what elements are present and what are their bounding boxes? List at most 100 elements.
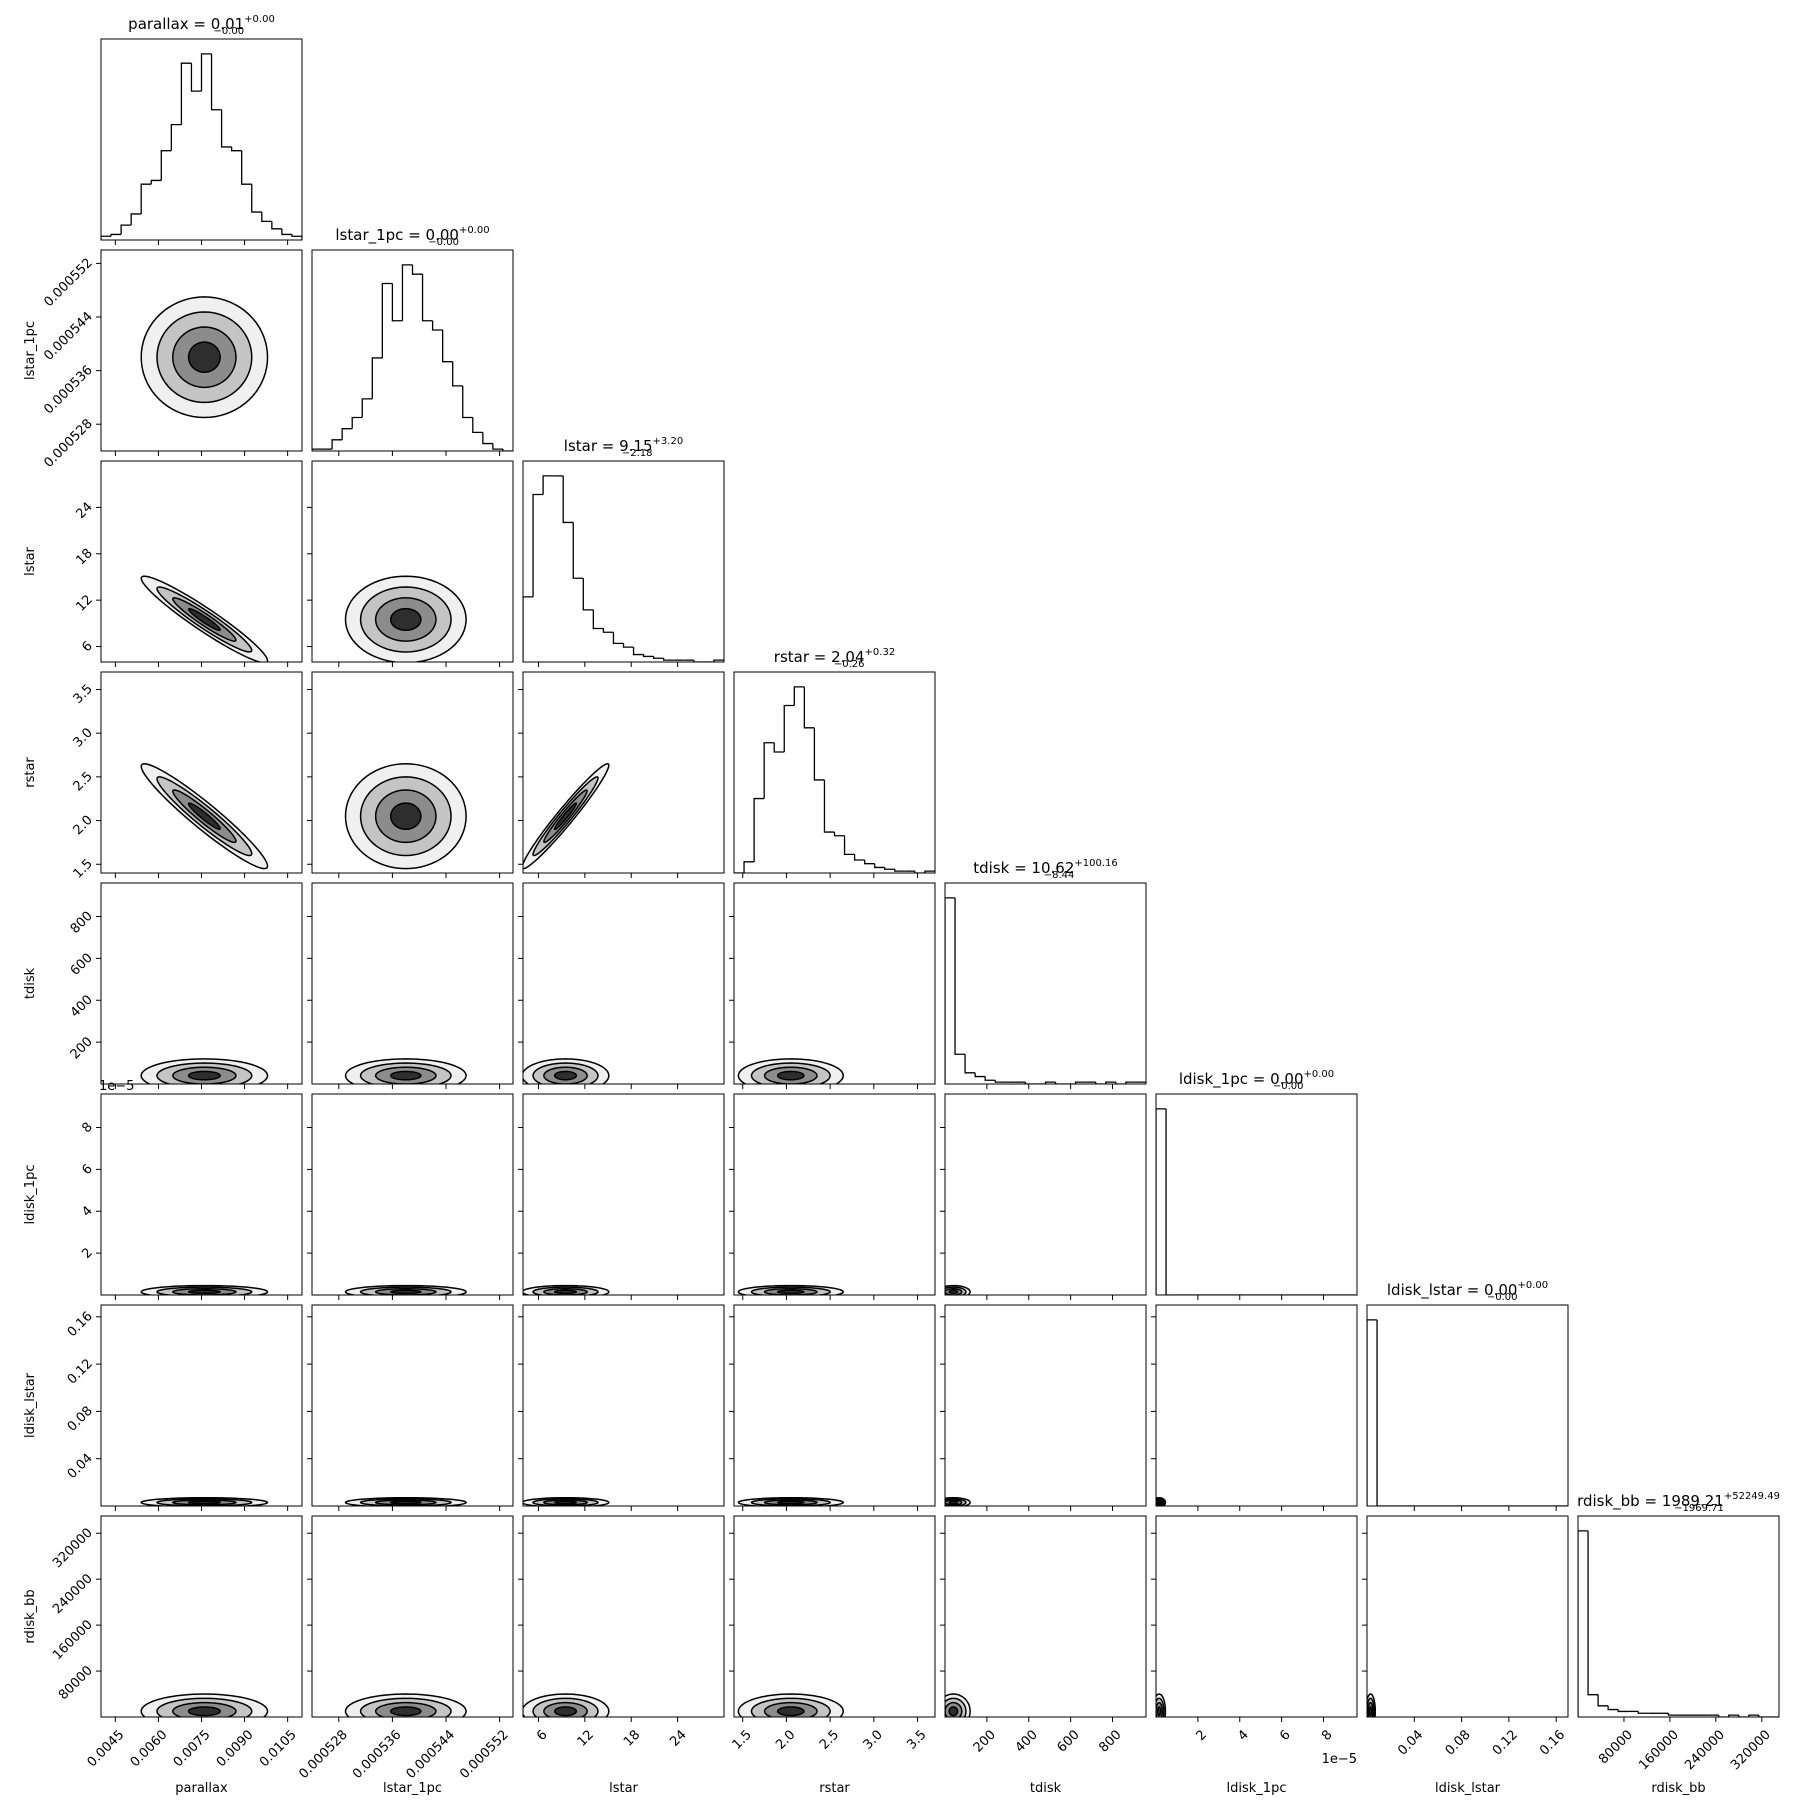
hist-step [542,475,554,495]
panel-title: rstar = 2.04+0.32 −0.26 [774,647,895,670]
x-tick-label: 0.12 [1490,1727,1521,1758]
panel [140,575,269,662]
contour [389,1070,422,1081]
hist-step [663,658,674,661]
panel-frame [311,249,514,452]
x-tick-label: 1.5 [730,1727,755,1752]
y-axis-label: ldisk_lstar [23,1372,38,1438]
x-tick-label: 320000 [1728,1727,1774,1773]
x-axis-label: ldisk_1pc [1227,1781,1287,1796]
panel-frame [1155,1093,1358,1296]
hist-step [462,385,473,419]
panel-frame [522,460,725,663]
hist-step [411,264,423,275]
panel [140,296,269,419]
panel [344,763,467,870]
panel [523,1058,610,1084]
panel-frame [944,1515,1147,1718]
title-text: lstar_1pc = 0.00 [335,226,459,245]
panel-title: lstar_1pc = 0.00+0.00 −0.00 [335,225,489,248]
hist-step [945,897,956,1084]
title-upper: +100.16 [1074,858,1117,869]
panel-frame [311,671,514,874]
hist-step [1125,1081,1136,1084]
panel-frame [1155,1304,1358,1507]
hist-step [220,109,232,148]
hist-step [803,686,815,729]
hist-step [753,797,765,862]
y-tick-label: 200 [68,1034,96,1062]
y-tick-label: 4 [79,1203,95,1219]
panel-frame [522,1515,725,1718]
hist-step [1105,1081,1116,1084]
x-tick-label: 2.5 [817,1727,842,1752]
x-tick-label: 0.04 [1395,1727,1426,1758]
y-tick-label: 0.000544 [41,309,95,363]
panel [140,1284,269,1295]
hist-step [170,123,182,151]
panel [140,1058,269,1084]
y-axis-label: ldisk_1pc [23,1165,38,1225]
title-text: ldisk_1pc = 0.00 [1179,1070,1304,1089]
y-tick-label: 2.5 [71,769,96,794]
title-text: parallax = 0.01 [128,15,244,33]
x-tick-label: 0.0075 [171,1727,214,1770]
title-upper: +0.00 [1304,1069,1335,1080]
y-tick-label: 0.000552 [41,256,95,310]
x-tick-label: 24 [667,1727,689,1749]
hist-step [693,660,704,662]
title-lower: −0.26 [834,659,865,670]
panel-frame [100,671,303,874]
title-upper: +0.00 [1517,1280,1548,1291]
contour [948,1289,959,1295]
contour [1156,1706,1162,1717]
panel [945,1496,971,1506]
hist-step [1607,1705,1619,1711]
panel-frame [311,1093,514,1296]
hist-step [391,283,403,322]
contour [776,1070,805,1081]
panel [1578,1530,1779,1717]
hist-step [502,449,513,451]
y-tick-label: 6 [79,639,95,655]
panel [312,264,513,451]
hist-step [843,835,855,856]
hist-step [1165,1108,1177,1295]
x-tick-label: 0.000552 [457,1727,511,1781]
x-tick-label: 0.000536 [350,1727,404,1781]
panel-title: rdisk_bb = 1989.21+52249.49 −1969.71 [1577,1491,1780,1514]
y-axis-label: tdisk [23,967,38,999]
panel-title: ldisk_lstar = 0.00+0.00 −0.00 [1387,1280,1548,1303]
y-tick-label: 2.0 [71,813,96,838]
y-tick-label: 600 [68,951,96,979]
hist-step [281,228,292,236]
y-offset-text: 1e−5 [99,1079,134,1094]
panel-frame [522,1093,725,1296]
hist-step [160,150,172,181]
contour [553,802,578,831]
title-text: lstar = 9.15 [564,437,653,455]
x-tick-label: 0.08 [1443,1727,1474,1758]
x-tick-label: 400 [1013,1727,1041,1755]
x-axis-label: lstar [609,1781,638,1796]
panel [344,575,467,662]
hist-step [853,854,865,861]
panel-frame [1155,1515,1358,1718]
x-tick-label: 0.000544 [404,1727,458,1781]
hist-step [793,686,805,706]
contour [187,1289,221,1295]
contour [187,802,221,831]
contour [187,1070,221,1081]
x-axis-label: lstar_1pc [383,1781,442,1796]
panel-frame [311,460,514,663]
hist-step [823,779,835,833]
hist-step [523,596,534,662]
panel-frame [100,1093,303,1296]
hist-step [773,742,785,753]
panel [523,763,610,870]
panel-frame [733,1515,936,1718]
panel [140,1693,269,1717]
hist-step [974,1072,986,1078]
